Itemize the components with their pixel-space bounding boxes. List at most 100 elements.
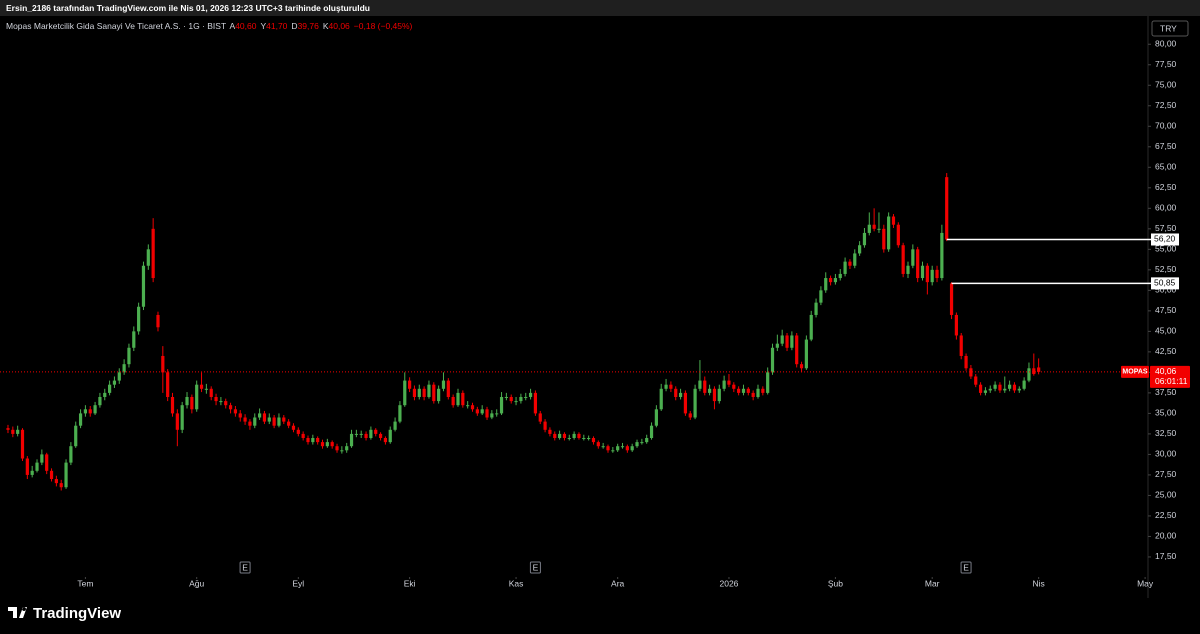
candle-body (175, 413, 179, 430)
y-tick-label: 42,50 (1155, 346, 1177, 356)
candle-body (446, 380, 450, 397)
candle-body (20, 429, 25, 459)
legend: Mopas Marketcilik Gida Sanayi Ve Ticaret… (6, 21, 413, 31)
candle-body (83, 409, 88, 414)
y-tick-label: 75,00 (1155, 80, 1177, 90)
candle-body (722, 380, 726, 389)
candle-body (1008, 384, 1012, 389)
candle-body (369, 429, 373, 439)
legend-change: −0,18 (−0,45%) (354, 21, 413, 31)
candle-body (766, 372, 770, 393)
candle-body (166, 372, 170, 397)
candle-body (88, 409, 92, 414)
y-tick-label: 45,00 (1155, 326, 1177, 336)
y-tick-label: 27,50 (1155, 469, 1177, 479)
legend-key: D (291, 21, 297, 31)
candle-body (974, 376, 978, 385)
candle-body (359, 433, 363, 435)
candle-body (596, 442, 600, 447)
legend-symbol: Mopas Marketcilik Gida Sanayi Ve Ticaret… (6, 21, 226, 31)
candle-body (495, 413, 499, 415)
candle-body (809, 314, 813, 340)
candle-body (698, 380, 702, 389)
candle-body (819, 290, 823, 303)
candle-body (587, 438, 591, 440)
candle-body (906, 265, 910, 274)
x-tick-label: Nis (1033, 578, 1045, 588)
y-tick-label: 77,50 (1155, 59, 1177, 69)
legend-key: A (230, 21, 236, 31)
candle-body (737, 388, 741, 393)
candle-body (112, 380, 117, 385)
candle-body (969, 368, 973, 377)
candle-body (664, 384, 668, 389)
candle-body (669, 384, 673, 389)
candle-body (470, 405, 475, 410)
candle-body (558, 433, 562, 439)
level-label: 50,85 (1154, 278, 1176, 288)
y-tick-label: 55,00 (1155, 244, 1177, 254)
candle-body (258, 413, 262, 418)
candle-body (683, 392, 688, 414)
x-tick-label: May (1137, 578, 1154, 588)
candle-body (954, 314, 958, 336)
candle-body (998, 384, 1002, 391)
candle-body (374, 429, 378, 434)
legend-value: 40,06 (329, 21, 351, 31)
candle-body (891, 216, 896, 225)
candle-body (122, 364, 126, 373)
legend-value: 41,70 (266, 21, 288, 31)
candle-body (199, 384, 204, 389)
candle-body (354, 433, 358, 435)
candle-body (678, 392, 683, 397)
candle-body (224, 401, 228, 406)
candle-body (475, 409, 479, 414)
candle-body (296, 429, 300, 434)
candle-body (383, 438, 388, 443)
candle-body (1003, 388, 1007, 391)
legend-key: K (323, 21, 329, 31)
candle-body (93, 405, 97, 414)
candle-body (291, 425, 296, 430)
y-tick-label: 20,00 (1155, 531, 1177, 541)
x-tick-label: Mar (925, 578, 940, 588)
candle-body (78, 413, 83, 426)
x-tick-label: Eyl (292, 578, 304, 588)
candle-body (388, 429, 392, 443)
brand-name: TradingView (33, 605, 121, 622)
candle-body (920, 265, 925, 279)
candle-body (703, 380, 707, 393)
candle-body (16, 429, 20, 434)
candle-body (117, 372, 121, 381)
x-tick-label: Şub (828, 578, 843, 588)
candle-body (882, 228, 886, 250)
x-tick-label: Ağu (189, 578, 204, 588)
event-box (239, 561, 251, 574)
candle-body (514, 401, 518, 403)
last-price-box (1150, 365, 1190, 388)
candle-body (311, 438, 315, 443)
candle-body (543, 421, 547, 430)
candle-body (325, 442, 329, 447)
candle-body (770, 347, 775, 373)
candle-body (645, 438, 649, 443)
candle-body (940, 232, 944, 279)
candle-body (751, 392, 755, 397)
candle-body (11, 429, 15, 434)
candle-body (625, 446, 629, 451)
event-label: E (533, 562, 539, 572)
y-tick-label: 67,50 (1155, 141, 1177, 151)
candle-body (253, 417, 257, 426)
candle-body (978, 384, 983, 393)
level-label: 56,20 (1154, 234, 1176, 244)
candle-body (577, 433, 581, 439)
candle-body (35, 462, 39, 471)
candle-body (582, 438, 586, 440)
candle-body (248, 421, 252, 426)
candle-body (780, 335, 784, 344)
candle-body (930, 269, 934, 283)
x-tick-label: Eki (404, 578, 416, 588)
candle-body (814, 302, 818, 315)
candle-body (983, 390, 988, 393)
candle-body (25, 458, 29, 475)
